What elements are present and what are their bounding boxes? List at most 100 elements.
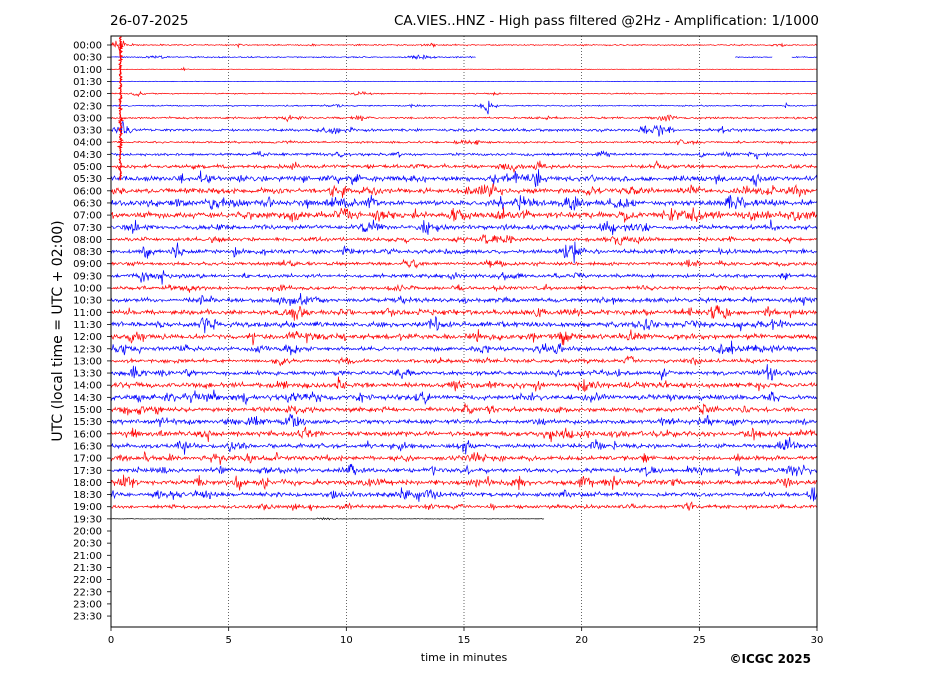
y-tick-label: 01:00 bbox=[73, 65, 102, 76]
trace-1200 bbox=[110, 329, 818, 346]
y-axis-label: UTC (local time = UTC + 02:00) bbox=[50, 220, 66, 441]
trace-0600 bbox=[110, 183, 818, 198]
trace-1130 bbox=[110, 316, 818, 334]
y-tick-label: 14:00 bbox=[73, 381, 102, 392]
y-tick-label: 22:30 bbox=[73, 587, 102, 598]
y-tick-label: 15:00 bbox=[73, 405, 102, 416]
y-tick-label: 02:30 bbox=[73, 101, 102, 112]
trace-0830 bbox=[110, 241, 818, 264]
trace-0300 bbox=[110, 114, 818, 123]
trace-0200 bbox=[110, 90, 818, 98]
trace-0530 bbox=[110, 169, 818, 188]
trace-1230 bbox=[110, 340, 818, 356]
y-tick-label: 11:00 bbox=[73, 308, 102, 319]
copyright-notice: ©ICGC 2025 bbox=[729, 652, 811, 666]
x-tick-label: 30 bbox=[811, 635, 824, 646]
trace-1400 bbox=[110, 376, 818, 393]
y-tick-label: 00:30 bbox=[73, 53, 102, 64]
y-tick-label: 18:00 bbox=[73, 478, 102, 489]
y-tick-label: 16:30 bbox=[73, 441, 102, 452]
y-tick-label: 23:00 bbox=[73, 599, 102, 610]
y-tick-label: 06:30 bbox=[73, 198, 102, 209]
early-event-spike bbox=[116, 36, 125, 181]
trace-1900 bbox=[110, 501, 818, 512]
seismic-traces bbox=[110, 36, 818, 521]
trace-0630 bbox=[110, 194, 818, 211]
y-tick-label: 04:30 bbox=[73, 150, 102, 161]
y-tick-label: 05:30 bbox=[73, 174, 102, 185]
trace-0130 bbox=[110, 80, 818, 83]
y-tick-label: 07:30 bbox=[73, 223, 102, 234]
y-tick-label: 19:00 bbox=[73, 502, 102, 513]
y-tick-label: 15:30 bbox=[73, 417, 102, 428]
x-tick-label: 0 bbox=[108, 635, 114, 646]
trace-0000 bbox=[110, 40, 817, 58]
trace-1430 bbox=[110, 389, 818, 406]
trace-0800 bbox=[110, 234, 818, 246]
y-tick-label: 14:30 bbox=[73, 393, 102, 404]
trace-1530 bbox=[110, 413, 818, 428]
chart-date: 26-07-2025 bbox=[110, 13, 188, 29]
y-tick-label: 21:30 bbox=[73, 563, 102, 574]
y-tick-label: 11:30 bbox=[73, 320, 102, 331]
trace-1300 bbox=[110, 355, 818, 367]
y-tick-label: 08:00 bbox=[73, 235, 102, 246]
trace-1100 bbox=[110, 305, 818, 321]
y-tick-label: 09:30 bbox=[73, 271, 102, 282]
x-tick-label: 15 bbox=[458, 635, 471, 646]
trace-1500 bbox=[110, 403, 818, 416]
trace-1800 bbox=[110, 474, 818, 491]
y-tick-label: 18:30 bbox=[73, 490, 102, 501]
trace-0900 bbox=[110, 258, 818, 269]
trace-0730 bbox=[110, 219, 818, 236]
x-tick-label: 5 bbox=[225, 635, 231, 646]
y-tick-label: 03:00 bbox=[73, 113, 102, 124]
vertical-grid bbox=[228, 36, 700, 627]
x-axis-label: time in minutes bbox=[421, 651, 508, 664]
y-tick-label: 19:30 bbox=[73, 514, 102, 525]
trace-1830 bbox=[110, 487, 818, 502]
y-tick-label: 16:00 bbox=[73, 429, 102, 440]
y-tick-label: 09:00 bbox=[73, 259, 102, 270]
y-tick-label: 02:00 bbox=[73, 89, 102, 100]
trace-0030 bbox=[110, 54, 818, 61]
trace-1700 bbox=[110, 451, 818, 465]
trace-0930 bbox=[110, 270, 818, 285]
trace-1330 bbox=[110, 364, 818, 381]
trace-1030 bbox=[110, 293, 818, 306]
y-tick-label: 07:00 bbox=[73, 211, 102, 222]
trace-0430 bbox=[110, 150, 818, 160]
y-tick-label: 10:30 bbox=[73, 296, 102, 307]
y-tick-label: 22:00 bbox=[73, 575, 102, 586]
trace-1600 bbox=[110, 426, 818, 443]
y-tick-label: 12:00 bbox=[73, 332, 102, 343]
y-tick-label: 13:00 bbox=[73, 356, 102, 367]
y-tick-label: 00:00 bbox=[73, 41, 102, 52]
x-tick-label: 20 bbox=[575, 635, 588, 646]
trace-1630 bbox=[110, 437, 818, 455]
x-tick-label: 10 bbox=[340, 635, 353, 646]
trace-0400 bbox=[110, 139, 818, 146]
y-tick-label: 20:30 bbox=[73, 539, 102, 550]
trace-0500 bbox=[110, 160, 818, 173]
trace-0700 bbox=[110, 207, 818, 223]
trace-0100 bbox=[110, 66, 818, 72]
trace-1930 bbox=[110, 517, 545, 521]
y-tick-label: 08:30 bbox=[73, 247, 102, 258]
y-tick-label: 10:00 bbox=[73, 284, 102, 295]
chart-title: CA.VIES..HNZ - High pass filtered @2Hz -… bbox=[394, 13, 819, 29]
x-tick-label: 25 bbox=[693, 635, 706, 646]
y-tick-label: 21:00 bbox=[73, 551, 102, 562]
y-tick-label: 05:00 bbox=[73, 162, 102, 173]
y-tick-label: 17:30 bbox=[73, 466, 102, 477]
y-tick-label: 17:00 bbox=[73, 454, 102, 465]
y-tick-label: 13:30 bbox=[73, 369, 102, 380]
y-tick-label: 03:30 bbox=[73, 126, 102, 137]
trace-0330 bbox=[110, 121, 818, 137]
y-tick-label: 06:00 bbox=[73, 186, 102, 197]
x-axis-ticks: 0 5 10 15 20 25 30 bbox=[108, 627, 824, 646]
trace-1730 bbox=[110, 463, 818, 478]
